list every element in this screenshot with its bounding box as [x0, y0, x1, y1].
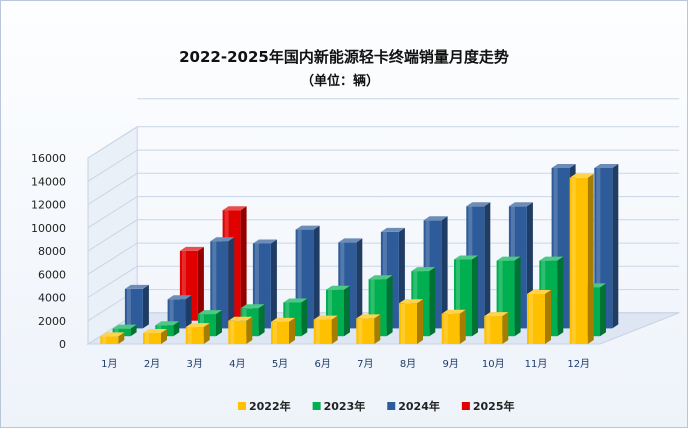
- x-tick-label: 3月: [187, 358, 203, 370]
- gridline: [87, 149, 680, 182]
- bar-2022年-10月: [484, 312, 509, 344]
- y-tick-label: 14000: [31, 175, 66, 188]
- bar-2022年-8月: [399, 299, 423, 344]
- bar-2024年-4月: [252, 239, 277, 329]
- y-tick-label: 2000: [38, 315, 66, 328]
- legend: 2022年 2023年 2024年 2025年: [238, 399, 515, 413]
- x-tick-label: 5月: [272, 358, 288, 370]
- x-tick-label: 12月: [567, 358, 590, 370]
- bar-2022年-6月: [313, 315, 338, 344]
- y-tick-label: 8000: [38, 245, 66, 258]
- bar-2024年-3月: [210, 237, 235, 329]
- bar-2024年-2月: [167, 295, 192, 329]
- legend-swatch: [387, 402, 396, 410]
- x-tick-label: 10月: [482, 358, 505, 370]
- gridline: [87, 219, 680, 252]
- x-tick-label: 9月: [443, 358, 459, 370]
- legend-entry: 2024年: [398, 399, 440, 413]
- bar-2022年-3月: [185, 323, 210, 344]
- bar-2023年-10月: [496, 256, 521, 337]
- legend-swatch: [312, 402, 321, 410]
- y-tick-label: 6000: [38, 268, 66, 281]
- y-tick-label: 16000: [31, 152, 66, 165]
- y-tick-label: 4000: [38, 292, 66, 305]
- legend-swatch: [461, 402, 470, 410]
- x-tick-label: 6月: [315, 358, 331, 370]
- y-tick-label: 10000: [31, 222, 66, 235]
- bar-2022年-11月: [527, 290, 551, 344]
- x-tick-label: 7月: [357, 358, 373, 370]
- legend-entry: 2023年: [324, 399, 366, 413]
- bar-2024年-1月: [124, 284, 149, 329]
- x-tick-label: 2月: [144, 358, 160, 370]
- bar-2022年-2月: [143, 329, 167, 344]
- x-tick-label: 4月: [229, 358, 245, 370]
- gridline: [87, 196, 680, 229]
- legend-swatch: [238, 402, 246, 410]
- bar-2022年-12月: [569, 173, 594, 344]
- bar-2024年-6月: [338, 238, 363, 329]
- bar-2022年-9月: [441, 309, 466, 344]
- y-tick-label: 0: [59, 338, 66, 351]
- gridline: [87, 242, 680, 275]
- x-axis-categories: 1月 2月 3月 4月 5月 6月 7月 8月 9月 10月 11月 12月: [101, 358, 590, 370]
- legend-entry: 2022年: [249, 399, 291, 413]
- bar-2022年-1月: [100, 332, 125, 344]
- x-tick-label: 11月: [525, 358, 548, 370]
- legend-entry: 2025年: [473, 399, 515, 413]
- bars: [100, 164, 619, 345]
- y-tick-label: 12000: [31, 199, 66, 212]
- bar-2022年-5月: [271, 317, 295, 344]
- x-tick-label: 8月: [400, 358, 416, 370]
- bar-2022年-4月: [228, 316, 253, 345]
- chart-subtitle: （单位：辆）: [301, 73, 379, 89]
- bar-2022年-7月: [356, 314, 381, 344]
- gridline: [87, 172, 680, 205]
- gridline: [87, 126, 680, 159]
- chart-title: 2022-2025年国内新能源轻卡终端销量月度走势: [179, 48, 509, 66]
- y-axis-ticks: 0 2000 4000 6000 8000 10000 12000 14000 16000: [31, 152, 66, 351]
- x-tick-label: 1月: [101, 358, 117, 370]
